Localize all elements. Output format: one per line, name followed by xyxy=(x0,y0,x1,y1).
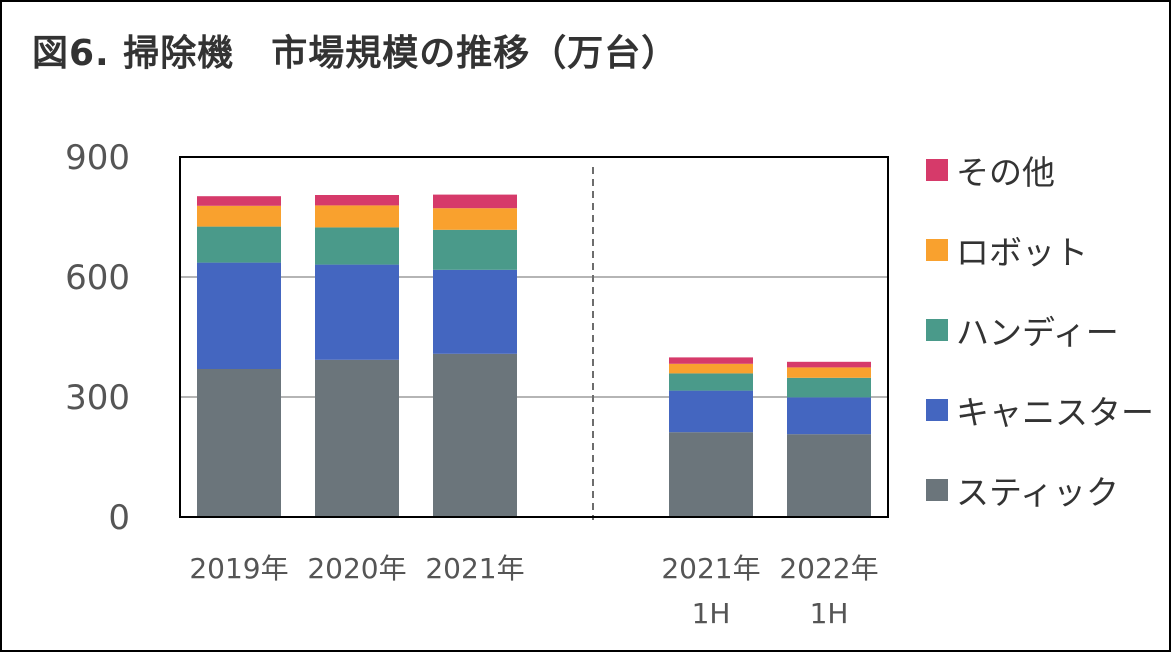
legend-label: スティック xyxy=(956,473,1120,512)
legend-swatch xyxy=(926,159,948,181)
chart-title: 図6. 掃除機 市場規模の推移（万台） xyxy=(32,33,679,74)
legend-item: スティック xyxy=(926,470,1119,512)
bar-segment xyxy=(315,359,399,517)
bar-segment xyxy=(669,357,753,364)
x-tick-label: 2021年 xyxy=(661,552,760,585)
bar-segment xyxy=(197,205,281,227)
x-tick-label: 2020年 xyxy=(307,552,406,585)
legend-label: その他 xyxy=(956,153,1055,192)
bar-segment xyxy=(433,269,517,354)
bar-segment xyxy=(433,194,517,209)
legend-item: ハンディー xyxy=(926,310,1119,352)
bar-segment xyxy=(669,390,753,433)
bar-segment xyxy=(787,377,871,398)
x-tick-label: 2022年 xyxy=(779,552,878,585)
x-tick-label: 1H xyxy=(810,597,849,630)
legend-swatch xyxy=(926,239,948,261)
y-tick-label: 900 xyxy=(65,138,130,178)
x-tick-label: 1H xyxy=(692,597,731,630)
bar-segment xyxy=(315,195,399,206)
bar-segment xyxy=(433,229,517,270)
bar-segment xyxy=(787,434,871,517)
bar-segment xyxy=(787,367,871,378)
bar-segment xyxy=(433,353,517,517)
legend-label: ハンディー xyxy=(956,313,1119,352)
legend-swatch xyxy=(926,399,948,421)
x-tick-label: 2021年 xyxy=(425,552,524,585)
bar-segment xyxy=(787,397,871,435)
bar-segment xyxy=(433,208,517,230)
legend-swatch xyxy=(926,479,948,501)
bar-segment xyxy=(669,363,753,374)
y-tick-label: 300 xyxy=(65,378,130,418)
legend-label: キャニスター xyxy=(956,393,1154,432)
bar-segment xyxy=(315,205,399,228)
y-tick-label: 600 xyxy=(65,258,130,298)
bar-segment xyxy=(197,196,281,206)
legend-label: ロボット xyxy=(956,233,1088,272)
bar-segment xyxy=(197,369,281,517)
legend-swatch xyxy=(926,319,948,341)
bar-segment xyxy=(197,262,281,369)
bar-segment xyxy=(669,373,753,391)
bar-segment xyxy=(315,264,399,360)
legend-item: その他 xyxy=(926,150,1055,192)
plot-frame xyxy=(179,156,889,518)
bar-segment xyxy=(787,361,871,368)
bar-segment xyxy=(669,432,753,517)
legend-item: キャニスター xyxy=(926,390,1154,432)
bar-segment xyxy=(315,227,399,265)
bar-segment xyxy=(197,226,281,263)
x-tick-label: 2019年 xyxy=(189,552,288,585)
y-tick-label: 0 xyxy=(108,498,130,538)
legend-item: ロボット xyxy=(926,230,1088,272)
